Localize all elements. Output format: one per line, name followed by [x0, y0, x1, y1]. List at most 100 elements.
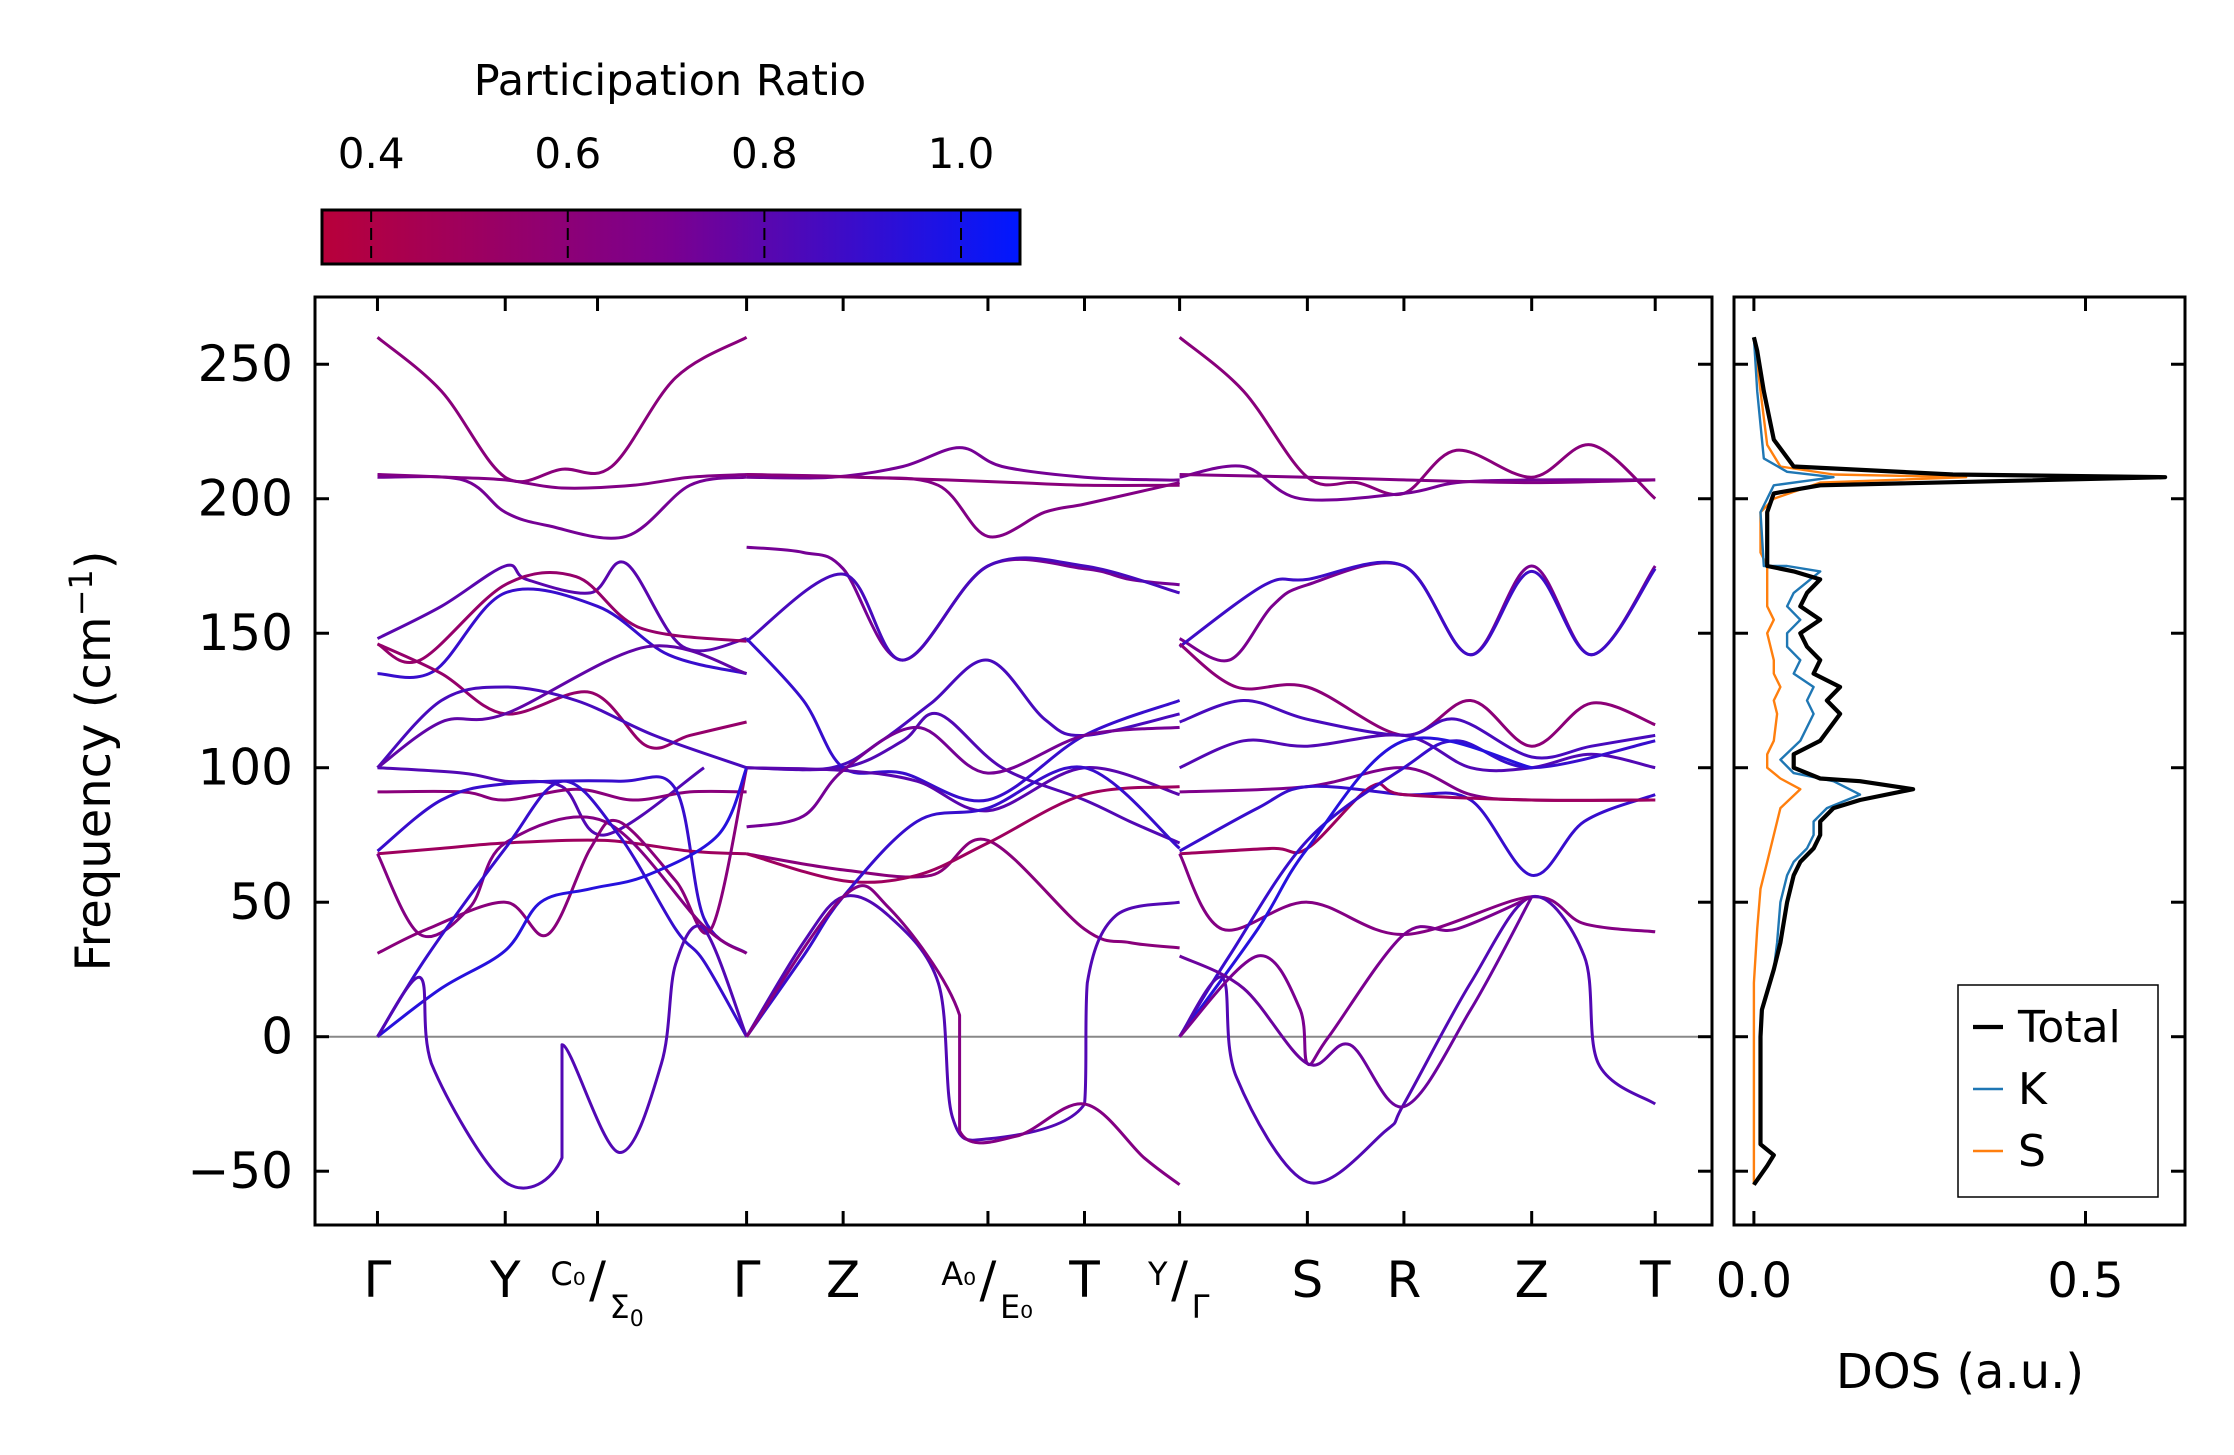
kpoint-label-slash-2: /: [589, 1251, 606, 1309]
band-line-25: [745, 637, 1181, 803]
band-line-29: [746, 785, 1180, 884]
band-line-6: [376, 642, 747, 750]
legend-label-total: Total: [2017, 1002, 2121, 1053]
kpoint-label-slash-7: /: [1171, 1251, 1188, 1309]
band-line-38: [1178, 642, 1656, 748]
kpoint-label-8: S: [1292, 1251, 1324, 1309]
legend-label-s: S: [2018, 1126, 2046, 1177]
y-axis-label: Frequency (cm−1): [62, 550, 122, 971]
band-lines: [315, 335, 1712, 1190]
dos-lines: [1751, 336, 2168, 1186]
y-tick-label-1: 0: [261, 1008, 293, 1066]
band-line-48: [1178, 895, 1533, 1067]
band-y-ticks: −50 0 50 100 150 200 250: [187, 335, 1712, 1200]
band-line-34: [1179, 464, 1656, 502]
band-line-0: [376, 335, 748, 484]
band-line-14: [376, 767, 749, 955]
band-line-8: [376, 644, 748, 769]
dos-x-tick-label-1: 0.5: [2047, 1253, 2123, 1309]
dos-panel: 0.0 0.5 DOS (a.u.) Total KS: [1716, 295, 2187, 1400]
band-line-28: [746, 837, 1180, 950]
dos-series-s: [1752, 337, 1968, 1185]
band-line-19: [746, 473, 1180, 539]
kpoint-label-sub2-2: 0: [630, 1307, 644, 1332]
legend-box: [1957, 984, 2159, 1198]
colorbar-tick-label-3: 1.0: [928, 129, 995, 178]
band-line-12: [377, 838, 747, 856]
band-line-45: [1178, 739, 1656, 1038]
kpoint-label-slash-5: /: [980, 1251, 997, 1309]
dos-axes-frame: [1732, 295, 2187, 1227]
kpoint-label-sub-7: Γ: [1192, 1288, 1210, 1326]
kpoint-label-sup-7: Y: [1147, 1255, 1168, 1293]
kpoint-label-10: Z: [1515, 1251, 1549, 1309]
band-line-22: [745, 556, 1181, 662]
kpoint-label-sup-2: C₀: [550, 1255, 585, 1293]
band-line-35: [1179, 473, 1656, 485]
band-line-21: [746, 545, 1180, 662]
colorbar-ticks: 0.4 0.6 0.8 1.0: [338, 129, 995, 264]
band-line-30: [745, 765, 1181, 1038]
band-line-20: [746, 473, 1180, 487]
kpoint-label-4: Z: [826, 1251, 860, 1309]
band-line-27: [746, 725, 1180, 829]
dos-x-axis-label: DOS (a.u.): [1836, 1344, 2084, 1400]
y-tick-label-2: 50: [229, 873, 293, 931]
band-line-2: [377, 473, 747, 490]
colorbar-gradient: [320, 208, 1022, 266]
y-tick-label-3: 100: [198, 739, 293, 797]
band-line-39: [1179, 698, 1656, 760]
dos-series-k: [1752, 337, 1862, 1186]
colorbar-title: Participation Ratio: [474, 56, 867, 106]
y-tick-label-0: −50: [187, 1142, 293, 1200]
dos-x-tick-label-0: 0.0: [1716, 1253, 1792, 1309]
dos-ticks: 0.0 0.5: [1716, 297, 2185, 1309]
y-axis-label-text: Frequency (cm: [66, 616, 122, 971]
y-axis-label-exponent: −1: [62, 569, 100, 616]
y-axis-label-close: ): [66, 550, 122, 569]
band-line-11: [376, 775, 748, 955]
band-x-ticks: Γ Y C₀ / Σ0Γ Z A₀ / E₀ T Y / Γ S R Z T: [364, 297, 1671, 1332]
band-line-4: [376, 571, 747, 664]
band-line-3: [376, 560, 747, 653]
band-line-5: [377, 587, 747, 680]
band-line-42: [1178, 784, 1656, 877]
band-line-37: [1178, 560, 1657, 657]
kpoint-label-6: T: [1068, 1251, 1100, 1309]
kpoint-label-sup-5: A₀: [941, 1255, 976, 1293]
kpoint-label-11: T: [1639, 1251, 1671, 1309]
colorbar-tick-label-1: 0.6: [534, 129, 601, 178]
colorbar-tick-label-0: 0.4: [338, 129, 405, 178]
band-line-16: [376, 767, 748, 1038]
legend-items: Total KS: [1973, 1002, 2121, 1177]
band-line-47: [1178, 895, 1657, 1185]
y-tick-label-6: 250: [198, 335, 293, 393]
band-line-31: [745, 894, 1180, 1142]
kpoint-label-sub-5: E₀: [1000, 1288, 1033, 1326]
dos-series-total: [1751, 336, 2168, 1186]
band-line-49: [1178, 896, 1534, 1109]
y-tick-label-4: 150: [198, 604, 293, 662]
kpoint-label-3: Γ: [733, 1251, 761, 1309]
band-axes-frame: [313, 295, 1714, 1227]
kpoint-label-9: R: [1387, 1251, 1422, 1309]
band-line-43: [1179, 782, 1656, 856]
band-line-46: [1178, 736, 1533, 1038]
band-line-10: [377, 787, 747, 802]
band-line-32: [745, 884, 1181, 1186]
kpoint-label-1: Y: [489, 1251, 521, 1309]
band-line-15: [376, 779, 748, 1038]
kpoint-label-0: Γ: [364, 1251, 392, 1309]
band-line-24: [746, 711, 1181, 845]
band-line-13: [376, 815, 748, 955]
band-line-17: [376, 924, 748, 1190]
dos-legend: Total KS: [1957, 984, 2159, 1198]
legend-label-k: K: [2018, 1064, 2048, 1115]
y-tick-label-5: 200: [198, 470, 293, 528]
band-line-26: [746, 766, 1181, 813]
kpoint-label-sub-2: Σ0: [610, 1288, 644, 1332]
band-line-7: [376, 685, 748, 770]
colorbar-tick-label-2: 0.8: [731, 129, 798, 178]
